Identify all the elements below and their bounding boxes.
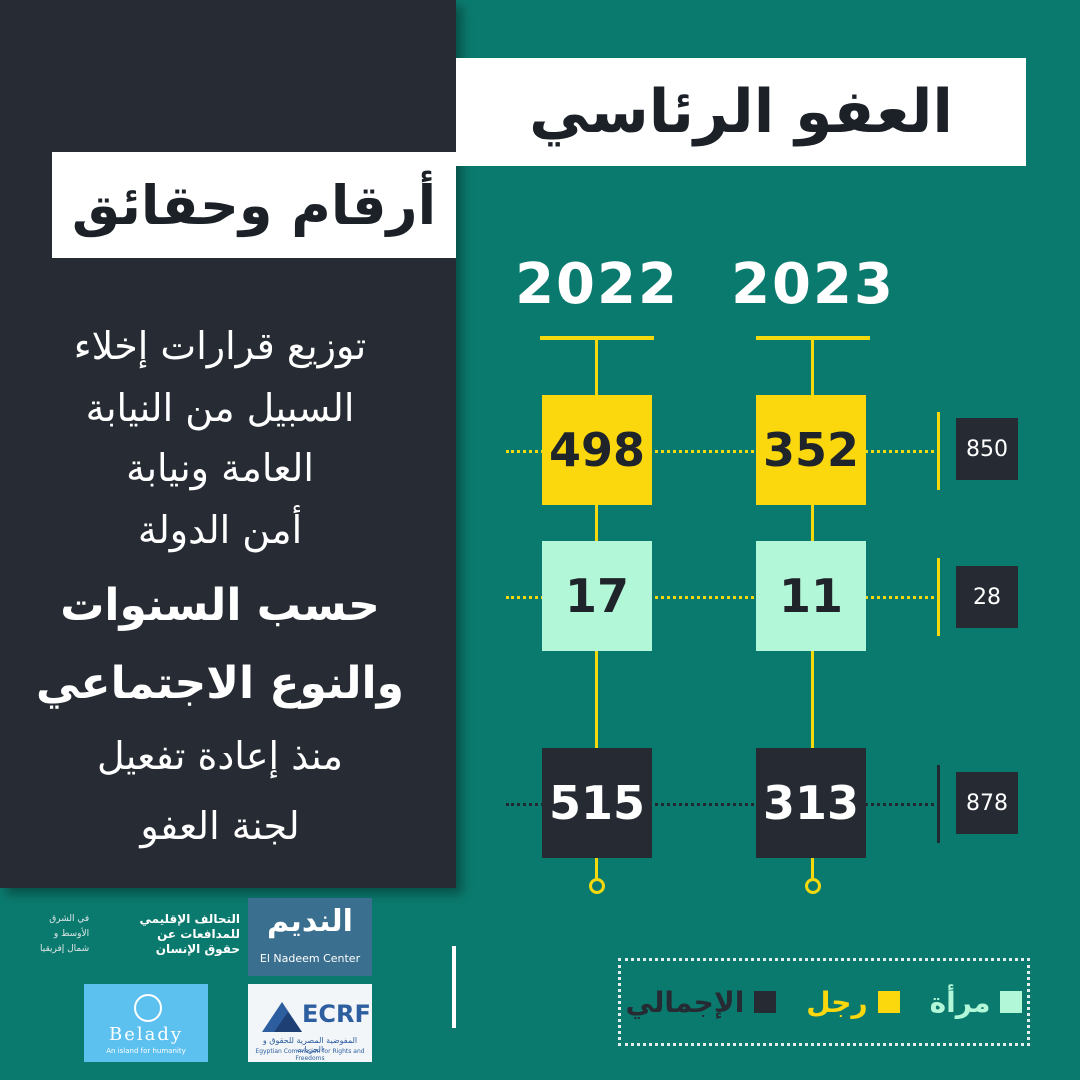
row-guide-women [506, 596, 934, 599]
cell-women-2022: 17 [542, 541, 652, 651]
total-tick-total [937, 765, 940, 843]
belady-tagline: An island for humanity [106, 1047, 186, 1055]
cell-women-2023: 11 [756, 541, 866, 651]
legend-label-women: مرأة [929, 985, 991, 1019]
row-guide-men [506, 450, 934, 453]
row-total-all: 878 [956, 772, 1018, 834]
belady-name: Belady [108, 1024, 184, 1045]
description-bold-line: والنوع الاجتماعي [36, 658, 404, 709]
row-guide-total [506, 803, 934, 806]
description-line: العامة ونيابة [126, 446, 314, 490]
total-tick-women [937, 558, 940, 636]
alliance-line1: التحالف الإقليمي [139, 912, 240, 926]
row-total-men: 850 [956, 418, 1018, 480]
footer-divider [452, 946, 456, 1028]
cell-total-2022: 515 [542, 748, 652, 858]
year-label-2022: 2022 [515, 252, 679, 317]
legend-item-women: مرأة [930, 986, 1023, 1019]
page-subtitle: أرقام وحقائق [71, 173, 437, 237]
alliance-line3: حقوق الإنسان [155, 942, 240, 956]
nadeem-logo: النديم El Nadeem Center [248, 898, 372, 976]
alliance-line2: للمدافعات عن [157, 927, 240, 941]
timeline-end-dot [805, 878, 821, 894]
alliance-small1: في الشرق [49, 914, 90, 924]
row-total-women: 28 [956, 566, 1018, 628]
legend-label-men: رجل [806, 985, 868, 1019]
ecrf-pyramid-icon [262, 1002, 302, 1032]
description-line: توزيع قرارات إخلاء [73, 324, 367, 368]
total-tick-men [937, 412, 940, 490]
description-bold-line: حسب السنوات [60, 580, 380, 631]
legend-swatch-total [754, 991, 777, 1013]
ecrf-english: Egyptian Commission for Rights and Freed… [255, 1048, 365, 1062]
belady-heart-icon [134, 994, 162, 1022]
description-line: أمن الدولة [137, 508, 303, 552]
description-line: السبيل من النيابة [85, 386, 355, 430]
ecrf-arabic: المفوضية المصرية للحقوق و الحريات [262, 1036, 358, 1054]
alliance-small2: الأوسط و [53, 929, 90, 939]
year-label-2023: 2023 [731, 252, 895, 317]
legend-item-total: الإجمالي [626, 986, 777, 1019]
nadeem-arabic: النديم [267, 904, 353, 939]
legend-item-men: رجل [806, 985, 900, 1019]
description-line: لجنة العفو [140, 804, 300, 848]
belady-logo: Belady An island for humanity [84, 984, 208, 1062]
ecrf-name: ECRF [302, 1000, 371, 1028]
description-line: منذ إعادة تفعيل [97, 734, 343, 778]
ecrf-logo: ECRF المفوضية المصرية للحقوق و الحريات E… [248, 984, 372, 1062]
subtitle-box: أرقام وحقائق [52, 152, 456, 258]
alliance-small3: شمال إفريقيا [40, 944, 90, 954]
nadeem-english: El Nadeem Center [259, 952, 361, 965]
timeline-end-dot [589, 878, 605, 894]
legend: مرأة رجل الإجمالي [618, 958, 1030, 1046]
page-title: العفو الرئاسي [529, 77, 953, 147]
alliance-logo: التحالف الإقليمي للمدافعات عن حقوق الإنس… [40, 912, 240, 968]
legend-label-total: الإجمالي [625, 985, 745, 1019]
left-panel [0, 0, 456, 888]
cell-men-2023: 352 [756, 395, 866, 505]
legend-swatch-women [1000, 991, 1023, 1013]
legend-swatch-men [877, 991, 900, 1013]
cell-total-2023: 313 [756, 748, 866, 858]
cell-men-2022: 498 [542, 395, 652, 505]
title-box: العفو الرئاسي [456, 58, 1026, 166]
